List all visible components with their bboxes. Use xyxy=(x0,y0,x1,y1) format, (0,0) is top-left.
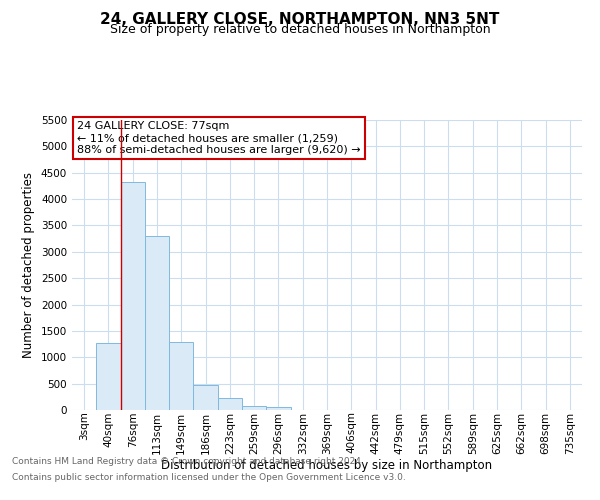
Text: Contains HM Land Registry data © Crown copyright and database right 2024.: Contains HM Land Registry data © Crown c… xyxy=(12,458,364,466)
Bar xyxy=(218,398,242,410)
Bar xyxy=(266,407,290,410)
Text: Size of property relative to detached houses in Northampton: Size of property relative to detached ho… xyxy=(110,22,490,36)
Bar xyxy=(121,182,145,410)
Text: 24, GALLERY CLOSE, NORTHAMPTON, NN3 5NT: 24, GALLERY CLOSE, NORTHAMPTON, NN3 5NT xyxy=(100,12,500,28)
Bar xyxy=(193,384,218,410)
Bar xyxy=(169,342,193,410)
Y-axis label: Number of detached properties: Number of detached properties xyxy=(22,172,35,358)
X-axis label: Distribution of detached houses by size in Northampton: Distribution of detached houses by size … xyxy=(161,459,493,472)
Bar xyxy=(96,344,121,410)
Text: 24 GALLERY CLOSE: 77sqm
← 11% of detached houses are smaller (1,259)
88% of semi: 24 GALLERY CLOSE: 77sqm ← 11% of detache… xyxy=(77,122,361,154)
Bar xyxy=(242,406,266,410)
Bar xyxy=(145,236,169,410)
Text: Contains public sector information licensed under the Open Government Licence v3: Contains public sector information licen… xyxy=(12,472,406,482)
